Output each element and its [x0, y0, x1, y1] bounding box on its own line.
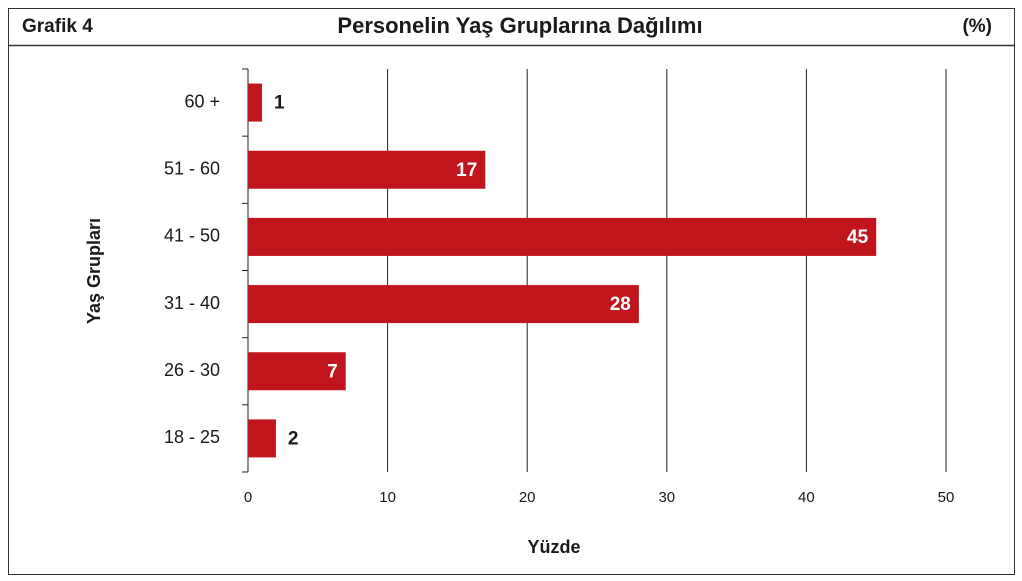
- chart-title: Personelin Yaş Gruplarına Dağılımı: [337, 13, 702, 38]
- bar: [248, 285, 639, 324]
- x-tick-label: 30: [658, 489, 675, 506]
- y-tick-label: 18 - 25: [164, 427, 220, 447]
- x-tick-label: 50: [938, 489, 955, 506]
- bar: [248, 150, 486, 189]
- x-axis-label: Yüzde: [527, 537, 580, 557]
- data-label: 1: [274, 93, 285, 114]
- bar: [248, 419, 276, 458]
- bar: [248, 217, 877, 256]
- data-label: 17: [456, 160, 477, 181]
- bar: [248, 83, 262, 122]
- chart-label: Grafik 4: [22, 16, 93, 37]
- frame: [8, 8, 1015, 575]
- data-label: 28: [610, 294, 631, 315]
- x-tick-label: 40: [798, 489, 815, 506]
- y-axis-label: Yaş Grupları: [84, 218, 104, 324]
- y-tick-label: 26 - 30: [164, 360, 220, 380]
- data-label: 7: [327, 361, 338, 382]
- x-tick-label: 0: [244, 489, 252, 506]
- bar: [248, 352, 346, 391]
- data-label: 45: [847, 227, 869, 248]
- data-label: 2: [288, 428, 299, 449]
- unit-label: (%): [962, 16, 992, 37]
- y-tick-label: 60 +: [184, 91, 220, 111]
- y-tick-label: 51 - 60: [164, 159, 220, 179]
- y-tick-label: 31 - 40: [164, 293, 220, 313]
- y-tick-label: 41 - 50: [164, 226, 220, 246]
- x-tick-label: 10: [379, 489, 396, 506]
- x-tick-label: 20: [519, 489, 536, 506]
